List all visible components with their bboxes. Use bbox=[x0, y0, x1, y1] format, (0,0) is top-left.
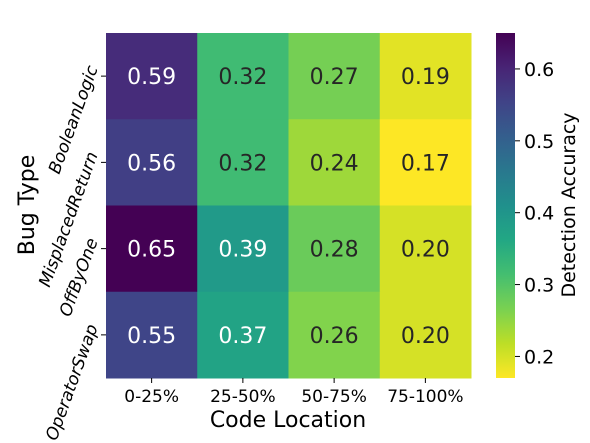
heatmap-cell bbox=[106, 291, 198, 379]
heatmap-cell bbox=[197, 291, 289, 379]
colorbar-tick-label: 0.2 bbox=[524, 346, 554, 368]
heatmap-cell-value: 0.28 bbox=[310, 238, 359, 263]
heatmap-cell bbox=[197, 119, 289, 206]
heatmap-cell-value: 0.27 bbox=[310, 65, 359, 90]
heatmap-cell bbox=[379, 205, 472, 293]
y-tick-label: OperatorSwap bbox=[42, 322, 103, 443]
colorbar-ticks: 0.2 0.3 0.4 0.5 0.6 bbox=[515, 59, 554, 368]
heatmap-cell bbox=[106, 33, 198, 120]
x-axis-ticks: 0-25% 25-50% 50-75% 75-100% bbox=[124, 378, 464, 407]
heatmap-cell bbox=[379, 119, 472, 206]
heatmap-value-labels: 0.59 0.32 0.27 0.19 0.56 0.32 0.24 0.17 0.65 0.39… bbox=[127, 65, 450, 349]
colorbar bbox=[496, 33, 515, 378]
heatmap-cell-value: 0.24 bbox=[310, 151, 359, 176]
heatmap-cells bbox=[106, 33, 472, 379]
heatmap-cell-value: 0.17 bbox=[401, 151, 450, 176]
x-tick-label: 50-75% bbox=[301, 387, 367, 407]
y-axis-title: Bug Type bbox=[15, 155, 40, 256]
heatmap-cell bbox=[288, 205, 381, 293]
heatmap-cell-value: 0.55 bbox=[127, 324, 176, 349]
heatmap-cell-value: 0.19 bbox=[401, 65, 450, 90]
x-tick-label: 25-50% bbox=[210, 387, 276, 407]
colorbar-gradient bbox=[496, 33, 515, 378]
colorbar-tick-label: 0.6 bbox=[524, 59, 554, 81]
heatmap-cell-value: 0.59 bbox=[127, 65, 176, 90]
heatmap-cell-value: 0.26 bbox=[310, 324, 359, 349]
heatmap-cell bbox=[197, 205, 289, 293]
heatmap-cell-value: 0.37 bbox=[218, 324, 267, 349]
heatmap-cell-value: 0.65 bbox=[127, 238, 176, 263]
heatmap-cell-value: 0.20 bbox=[401, 238, 450, 263]
x-axis-title: Code Location bbox=[210, 408, 366, 433]
heatmap-cell bbox=[288, 119, 381, 206]
x-tick-label: 0-25% bbox=[124, 387, 179, 407]
colorbar-tick-label: 0.3 bbox=[524, 275, 554, 297]
heatmap-cell bbox=[197, 33, 289, 120]
heatmap-cell-value: 0.20 bbox=[401, 324, 450, 349]
colorbar-tick-label: 0.4 bbox=[524, 203, 554, 225]
heatmap-cell bbox=[379, 33, 472, 120]
heatmap-cell-value: 0.56 bbox=[127, 151, 176, 176]
heatmap-cell bbox=[106, 205, 198, 293]
heatmap-cell-value: 0.32 bbox=[218, 65, 267, 90]
y-axis-ticks: BooleanLogicMisplacedReturnOffByOneOpera… bbox=[35, 62, 106, 443]
heatmap-cell-value: 0.39 bbox=[218, 238, 267, 263]
heatmap-cell bbox=[379, 291, 472, 379]
heatmap-cell bbox=[288, 33, 381, 120]
colorbar-tick-label: 0.5 bbox=[524, 131, 554, 153]
heatmap-cell-value: 0.32 bbox=[218, 151, 267, 176]
heatmap-cell bbox=[288, 291, 381, 379]
heatmap-cell bbox=[106, 119, 198, 206]
colorbar-title: Detection Accuracy bbox=[558, 112, 580, 297]
x-tick-label: 75-100% bbox=[387, 387, 463, 407]
